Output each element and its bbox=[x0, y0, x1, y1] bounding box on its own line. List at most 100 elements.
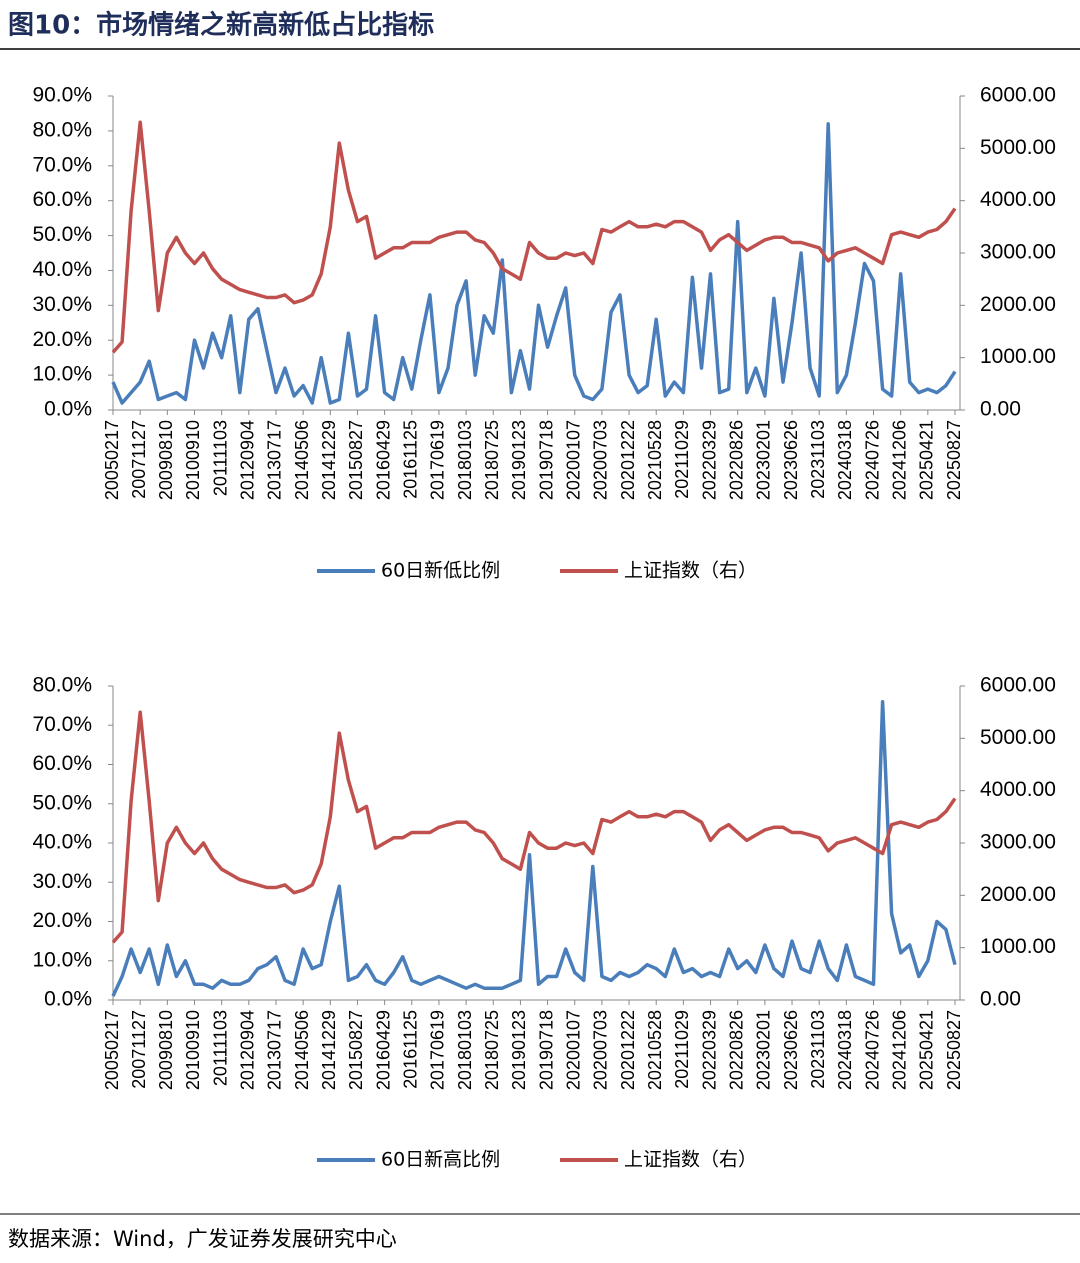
y-tick-label: 80.0% bbox=[32, 674, 92, 697]
x-tick-label: 20090810 bbox=[156, 420, 176, 500]
y-tick-label: 60.0% bbox=[32, 752, 92, 775]
x-tick-label: 20190123 bbox=[509, 1010, 529, 1090]
x-tick-label: 20050217 bbox=[102, 1010, 122, 1090]
series-line bbox=[111, 120, 957, 354]
y2-tick-label: 5000.00 bbox=[980, 726, 1056, 749]
y-tick-label: 0.0% bbox=[44, 398, 92, 421]
y-tick-label: 60.0% bbox=[32, 188, 92, 211]
x-tick-label: 20230201 bbox=[754, 1010, 774, 1090]
x-tick-label: 20220329 bbox=[699, 420, 719, 500]
y2-tick-label: 4000.00 bbox=[980, 188, 1056, 211]
y-tick-label: 20.0% bbox=[32, 328, 92, 351]
x-tick-label: 20160429 bbox=[373, 1010, 393, 1090]
x-tick-label: 20111103 bbox=[210, 1010, 230, 1086]
y-tick-label: 40.0% bbox=[32, 258, 92, 281]
y2-tick-label: 1000.00 bbox=[980, 935, 1056, 958]
x-tick-label: 20130717 bbox=[265, 420, 285, 500]
y-tick-label: 70.0% bbox=[32, 713, 92, 736]
x-tick-label: 20071127 bbox=[129, 420, 149, 499]
y2-tick-label: 0.00 bbox=[980, 398, 1021, 421]
x-tick-label: 20100910 bbox=[183, 420, 203, 500]
x-tick-label: 20240318 bbox=[835, 1010, 855, 1090]
y2-tick-label: 5000.00 bbox=[980, 136, 1056, 159]
y-tick-label: 0.0% bbox=[44, 988, 92, 1011]
y2-tick-label: 3000.00 bbox=[980, 241, 1056, 264]
y-tick-label: 80.0% bbox=[32, 118, 92, 141]
y2-tick-label: 4000.00 bbox=[980, 778, 1056, 801]
x-tick-label: 20240726 bbox=[862, 1010, 882, 1090]
series-line bbox=[111, 699, 957, 997]
y-tick-label: 30.0% bbox=[32, 293, 92, 316]
y2-tick-label: 3000.00 bbox=[980, 831, 1056, 854]
legend-label: 60日新高比例 bbox=[381, 1149, 500, 1171]
x-tick-label: 20250421 bbox=[917, 420, 937, 500]
x-tick-label: 20180103 bbox=[455, 420, 475, 500]
x-tick-label: 20201222 bbox=[618, 1010, 638, 1090]
y2-tick-label: 2000.00 bbox=[980, 293, 1056, 316]
x-tick-label: 20200107 bbox=[563, 1010, 583, 1090]
x-tick-label: 20220826 bbox=[726, 1010, 746, 1090]
legend-label: 上证指数（右） bbox=[624, 1149, 757, 1171]
x-tick-label: 20071127 bbox=[129, 1010, 149, 1089]
x-tick-label: 20210528 bbox=[645, 420, 665, 500]
x-tick-label: 20250421 bbox=[917, 1010, 937, 1090]
x-tick-label: 20170619 bbox=[428, 420, 448, 500]
x-tick-label: 20240726 bbox=[862, 420, 882, 500]
x-tick-label: 20190718 bbox=[536, 420, 556, 500]
x-tick-label: 20250827 bbox=[944, 1010, 964, 1090]
series-line bbox=[111, 122, 957, 405]
x-tick-label: 20180725 bbox=[482, 420, 502, 500]
y-tick-label: 20.0% bbox=[32, 909, 92, 932]
y-tick-label: 10.0% bbox=[32, 948, 92, 971]
x-tick-label: 20201222 bbox=[618, 420, 638, 500]
x-tick-label: 20220826 bbox=[726, 420, 746, 500]
y2-tick-label: 6000.00 bbox=[980, 84, 1056, 107]
x-tick-label: 20120904 bbox=[238, 1010, 258, 1090]
x-tick-label: 20231103 bbox=[808, 1010, 828, 1089]
y2-tick-label: 1000.00 bbox=[980, 345, 1056, 368]
x-tick-label: 20050217 bbox=[102, 420, 122, 500]
x-tick-label: 20200107 bbox=[563, 420, 583, 500]
x-tick-label: 20240318 bbox=[835, 420, 855, 500]
x-tick-label: 20161125 bbox=[401, 420, 421, 499]
x-tick-label: 20140506 bbox=[292, 1010, 312, 1090]
x-tick-label: 20220329 bbox=[699, 1010, 719, 1090]
x-tick-label: 20150827 bbox=[346, 420, 366, 500]
x-tick-label: 20090810 bbox=[156, 1010, 176, 1090]
x-tick-label: 20161125 bbox=[401, 1010, 421, 1089]
x-tick-label: 20250827 bbox=[944, 420, 964, 500]
x-tick-label: 20120904 bbox=[238, 420, 258, 500]
x-tick-label: 20141229 bbox=[319, 420, 339, 500]
legend-label: 60日新低比例 bbox=[381, 560, 500, 582]
x-tick-label: 20111103 bbox=[210, 420, 230, 496]
x-tick-label: 20160429 bbox=[373, 420, 393, 500]
series-line bbox=[111, 710, 957, 944]
x-tick-label: 20190123 bbox=[509, 420, 529, 500]
x-tick-label: 20190718 bbox=[536, 1010, 556, 1090]
figure-title: 图10：市场情绪之新高新低占比指标 bbox=[8, 10, 434, 41]
y-tick-label: 90.0% bbox=[32, 84, 92, 107]
x-tick-label: 20210528 bbox=[645, 1010, 665, 1090]
x-tick-label: 20150827 bbox=[346, 1010, 366, 1090]
x-tick-label: 20200703 bbox=[591, 420, 611, 500]
x-tick-label: 20230626 bbox=[781, 420, 801, 500]
x-tick-label: 20130717 bbox=[265, 1010, 285, 1090]
legend-label: 上证指数（右） bbox=[624, 560, 757, 582]
x-tick-label: 20211029 bbox=[672, 420, 692, 499]
y2-tick-label: 0.00 bbox=[980, 988, 1021, 1011]
x-tick-label: 20141229 bbox=[319, 1010, 339, 1090]
x-tick-label: 20200703 bbox=[591, 1010, 611, 1090]
x-tick-label: 20180725 bbox=[482, 1010, 502, 1090]
y-tick-label: 40.0% bbox=[32, 831, 92, 854]
x-tick-label: 20230201 bbox=[754, 420, 774, 500]
x-tick-label: 20140506 bbox=[292, 420, 312, 500]
x-tick-label: 20170619 bbox=[428, 1010, 448, 1090]
y-tick-label: 30.0% bbox=[32, 870, 92, 893]
x-tick-label: 20230626 bbox=[781, 1010, 801, 1090]
y-tick-label: 70.0% bbox=[32, 153, 92, 176]
x-tick-label: 20231103 bbox=[808, 420, 828, 499]
y-tick-label: 50.0% bbox=[32, 223, 92, 246]
x-tick-label: 20241206 bbox=[889, 420, 909, 500]
